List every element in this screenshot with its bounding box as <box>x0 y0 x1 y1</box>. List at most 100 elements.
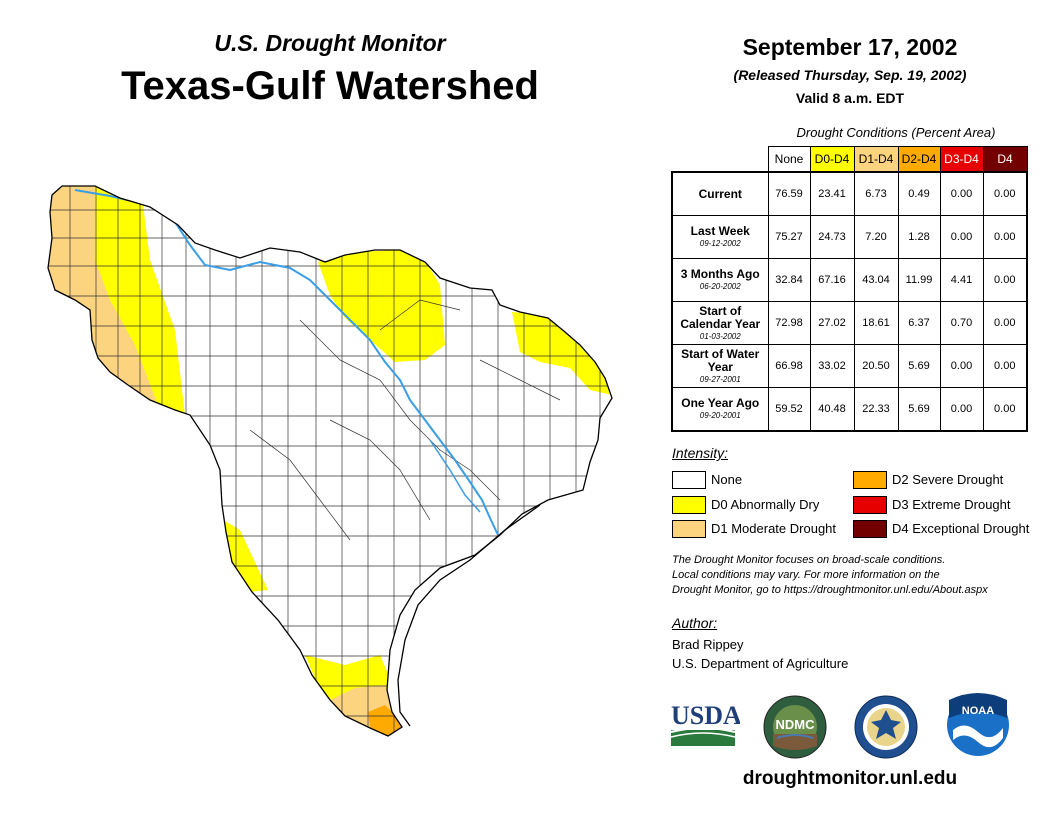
table-cell: 18.61 <box>853 301 899 345</box>
commerce-seal <box>854 695 918 759</box>
map-date: September 17, 2002 <box>742 34 958 60</box>
legend-heading: Intensity: <box>672 445 729 461</box>
author-name: Brad Rippey <box>672 637 744 652</box>
legend-label-d3: D3 Extreme Drought <box>892 497 1011 512</box>
drought-area-d0-south <box>220 518 268 592</box>
legend-label-d0: D0 Abnormally Dry <box>711 497 820 512</box>
table-cell: 43.04 <box>853 258 899 302</box>
table-cell: 75.27 <box>767 215 811 259</box>
table-cell: 76.59 <box>767 171 811 216</box>
table-cell: 0.00 <box>982 344 1028 388</box>
drought-area-d0-east <box>512 312 612 395</box>
table-cell: 6.37 <box>897 301 941 345</box>
table-cell: 40.48 <box>809 387 855 432</box>
valid-time: Valid 8 a.m. EDT <box>795 90 905 106</box>
watershed-map <box>47 185 613 737</box>
watershed-outline <box>48 186 612 736</box>
legend-swatch-d3 <box>853 496 887 514</box>
noaa-logo-text: NOAA <box>962 705 994 717</box>
author-org: U.S. Department of Agriculture <box>672 656 849 671</box>
col-header-d4: D4 <box>982 146 1028 173</box>
legend-label-none: None <box>711 472 743 487</box>
table-cell: 0.00 <box>982 258 1028 302</box>
table-cell: 0.00 <box>982 387 1028 432</box>
table-row: Last Week 09-12-2002 75.27 24.73 7.20 1.2… <box>671 215 1028 259</box>
table-row: 3 Months Ago 06-20-2002 32.84 67.16 43.04… <box>671 258 1028 302</box>
table-cell: 72.98 <box>767 301 811 345</box>
table-cell: 66.98 <box>767 344 811 388</box>
table-caption: Drought Conditions (Percent Area) <box>796 125 996 140</box>
barrier-island <box>397 504 541 727</box>
legend-swatch-none <box>672 471 706 489</box>
table-cell: 0.70 <box>939 301 984 345</box>
col-header-d3-d4: D3-D4 <box>939 146 984 173</box>
table-cell: 0.00 <box>939 344 984 388</box>
drought-area-d2-valley <box>368 705 404 736</box>
table-cell: 0.00 <box>982 301 1028 345</box>
note-line: Drought Monitor, go to https://droughtmo… <box>672 584 988 596</box>
table-cell: 27.02 <box>809 301 855 345</box>
river-trinity <box>429 439 481 513</box>
noaa-logo: NOAA <box>947 693 1009 756</box>
row-label: 3 Months Ago 06-20-2002 <box>671 258 769 302</box>
table-cell: 0.49 <box>897 171 941 216</box>
table-cell: 24.73 <box>809 215 855 259</box>
table-cell: 7.20 <box>853 215 899 259</box>
table-row: Current 76.59 23.41 6.73 0.49 0.00 0.00 <box>671 171 1028 216</box>
table-cell: 0.00 <box>939 171 984 216</box>
ndmc-logo-text: NDMC <box>776 717 816 732</box>
legend-swatch-d0 <box>672 496 706 514</box>
disclaimer-note: The Drought Monitor focuses on broad-sca… <box>672 553 1042 598</box>
table-cell: 0.00 <box>982 171 1028 216</box>
table-cell: 67.16 <box>809 258 855 302</box>
col-header-d2-d4: D2-D4 <box>897 146 941 173</box>
row-date: 09-12-2002 <box>699 239 741 248</box>
note-line: Local conditions may vary. For more info… <box>672 569 940 581</box>
note-line: The Drought Monitor focuses on broad-sca… <box>672 554 946 566</box>
table-cell: 1.28 <box>897 215 941 259</box>
row-date: 09-27-2001 <box>699 374 741 384</box>
table-row: Start of Water Year 09-27-2001 66.98 33.0… <box>671 344 1028 388</box>
row-label: One Year Ago 09-20-2001 <box>671 387 769 432</box>
table-row: One Year Ago 09-20-2001 59.52 40.48 22.33… <box>671 387 1028 432</box>
row-label: Last Week 09-12-2002 <box>671 215 769 259</box>
river-brazos <box>74 189 499 536</box>
table-row: Start of Calendar Year 01-03-2002 72.98 2… <box>671 301 1028 345</box>
row-label: Start of Calendar Year 01-03-2002 <box>671 301 769 345</box>
map-subtitle: U.S. Drought Monitor <box>214 30 446 56</box>
table-cell: 0.00 <box>939 387 984 432</box>
table-cell: 5.69 <box>897 344 941 388</box>
usda-logo-text: USDA <box>671 701 740 730</box>
ndmc-logo: NDMC <box>763 695 827 759</box>
legend-label-d1: D1 Moderate Drought <box>711 521 837 536</box>
author-heading: Author: <box>672 615 718 631</box>
table-cell: 4.41 <box>939 258 984 302</box>
table-cell: 32.84 <box>767 258 811 302</box>
table-cell: 0.00 <box>939 215 984 259</box>
drought-area-d0-central <box>318 250 445 362</box>
row-label: Start of Water Year 09-27-2001 <box>671 344 769 388</box>
release-date: (Released Thursday, Sep. 19, 2002) <box>733 67 967 83</box>
col-header-d0-d4: D0-D4 <box>809 146 855 173</box>
table-corner <box>672 147 768 173</box>
legend-swatch-d4 <box>853 520 887 538</box>
row-date: 09-20-2001 <box>699 411 741 420</box>
drought-table: None D0-D4 D1-D4 D2-D4 D3-D4 D4 Current … <box>671 146 1028 432</box>
legend-label-d2: D2 Severe Drought <box>892 472 1004 487</box>
usda-logo: USDA <box>670 701 740 746</box>
row-date: 01-03-2002 <box>699 331 741 341</box>
map-title: Texas-Gulf Watershed <box>121 64 539 108</box>
drought-area-d1-west <box>48 186 158 405</box>
col-header-none: None <box>767 146 811 173</box>
row-label: Current <box>671 171 769 216</box>
table-cell: 0.00 <box>982 215 1028 259</box>
table-cell: 20.50 <box>853 344 899 388</box>
table-cell: 11.99 <box>897 258 941 302</box>
table-cell: 6.73 <box>853 171 899 216</box>
col-header-d1-d4: D1-D4 <box>853 146 899 173</box>
website-url[interactable]: droughtmonitor.unl.edu <box>742 768 958 789</box>
legend-label-d4: D4 Exceptional Drought <box>892 521 1030 536</box>
table-cell: 23.41 <box>809 171 855 216</box>
table-cell: 5.69 <box>897 387 941 432</box>
row-date: 06-20-2002 <box>699 282 741 291</box>
